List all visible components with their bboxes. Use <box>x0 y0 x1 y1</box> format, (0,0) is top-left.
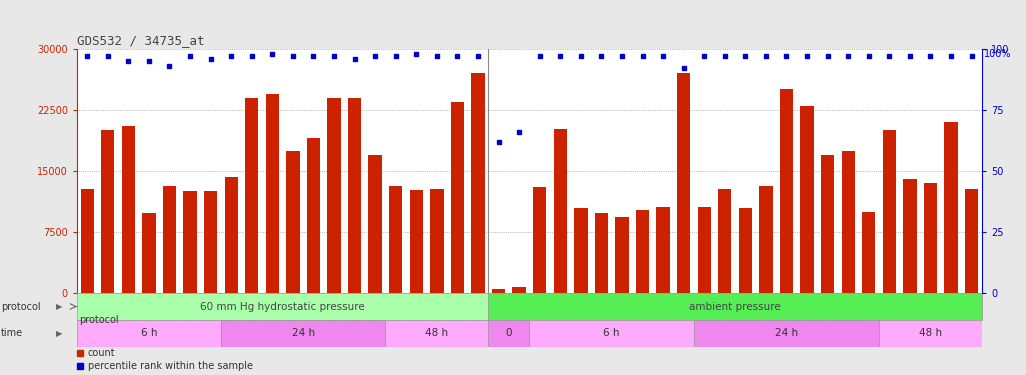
Bar <box>882 130 896 293</box>
Bar <box>554 129 567 293</box>
Bar <box>245 98 259 293</box>
Bar <box>903 179 916 293</box>
Bar <box>739 209 752 293</box>
Bar <box>718 189 732 293</box>
Bar <box>163 186 176 293</box>
Text: ▶: ▶ <box>56 329 63 338</box>
Bar <box>780 90 793 293</box>
Bar <box>759 186 773 293</box>
Text: 24 h: 24 h <box>291 328 315 338</box>
Bar <box>800 106 814 293</box>
Text: 24 h: 24 h <box>775 328 798 338</box>
Text: percentile rank within the sample: percentile rank within the sample <box>88 362 252 371</box>
Bar <box>184 191 197 293</box>
Text: GDS532 / 34735_at: GDS532 / 34735_at <box>77 34 204 47</box>
Text: 100%: 100% <box>984 49 1012 59</box>
Bar <box>430 189 443 293</box>
Bar <box>386 320 488 347</box>
Bar <box>512 287 525 293</box>
Bar <box>122 126 135 293</box>
Bar <box>450 102 464 293</box>
Bar <box>529 320 694 347</box>
Bar <box>102 130 115 293</box>
Bar <box>636 210 649 293</box>
Bar <box>368 154 382 293</box>
Bar <box>143 213 156 293</box>
Bar <box>595 213 608 293</box>
Text: ambient pressure: ambient pressure <box>689 302 781 312</box>
Bar <box>225 177 238 293</box>
Text: protocol: protocol <box>79 315 118 325</box>
Bar <box>471 73 484 293</box>
Bar <box>266 93 279 293</box>
Bar <box>841 150 855 293</box>
Bar <box>694 320 879 347</box>
Text: 6 h: 6 h <box>603 328 620 338</box>
Bar <box>221 320 386 347</box>
Bar <box>409 190 423 293</box>
Text: time: time <box>1 328 24 338</box>
Bar <box>204 191 218 293</box>
Bar <box>944 122 957 293</box>
Text: count: count <box>88 348 116 358</box>
Bar <box>488 320 529 347</box>
Text: 0: 0 <box>506 328 512 338</box>
Bar <box>488 293 982 320</box>
Bar <box>77 320 221 347</box>
Bar <box>879 320 982 347</box>
Text: ▶: ▶ <box>56 302 63 311</box>
Text: 6 h: 6 h <box>141 328 157 338</box>
Text: 60 mm Hg hydrostatic pressure: 60 mm Hg hydrostatic pressure <box>200 302 365 312</box>
Bar <box>77 293 488 320</box>
Bar <box>286 150 300 293</box>
Bar <box>307 138 320 293</box>
Bar <box>923 183 937 293</box>
Bar <box>862 211 875 293</box>
Bar <box>964 189 978 293</box>
Text: 48 h: 48 h <box>919 328 942 338</box>
Text: protocol: protocol <box>1 302 41 312</box>
Text: 48 h: 48 h <box>426 328 448 338</box>
Bar <box>821 154 834 293</box>
Bar <box>81 189 94 293</box>
Bar <box>616 216 629 293</box>
Bar <box>657 207 670 293</box>
Bar <box>575 209 588 293</box>
Bar <box>534 187 547 293</box>
Bar <box>677 73 690 293</box>
Bar <box>698 207 711 293</box>
Bar <box>348 98 361 293</box>
Bar <box>491 289 505 293</box>
Bar <box>327 98 341 293</box>
Bar <box>389 186 402 293</box>
